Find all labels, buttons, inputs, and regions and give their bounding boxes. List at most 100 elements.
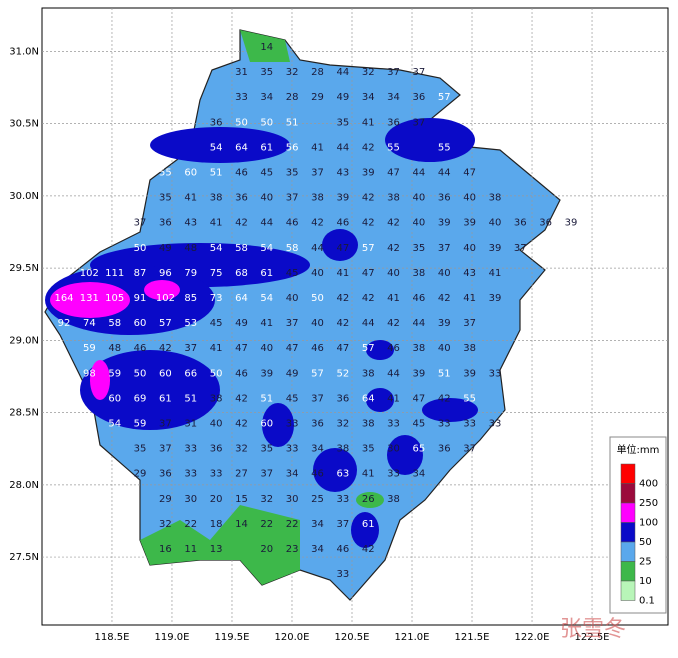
legend-label: 100 [639, 518, 658, 529]
station-value: 43 [463, 268, 476, 279]
station-value: 37 [463, 318, 476, 329]
station-value: 36 [210, 444, 223, 455]
station-value: 43 [336, 168, 349, 179]
station-value: 37 [260, 469, 273, 480]
station-value: 37 [387, 67, 400, 78]
station-value: 79 [184, 268, 197, 279]
y-tick-label: 27.5N [9, 552, 39, 563]
y-tick-label: 29.5N [9, 263, 39, 274]
station-value: 41 [387, 293, 400, 304]
station-value: 28 [311, 67, 324, 78]
station-value: 14 [235, 519, 248, 530]
station-value: 40 [438, 268, 451, 279]
station-value: 102 [156, 293, 175, 304]
station-value: 59 [134, 419, 147, 430]
station-value: 44 [311, 243, 324, 254]
legend-label: 0.1 [639, 596, 655, 607]
station-value: 111 [105, 268, 124, 279]
station-value: 47 [336, 243, 349, 254]
station-value: 42 [387, 243, 400, 254]
station-value: 45 [210, 318, 223, 329]
station-value: 39 [565, 218, 578, 229]
station-value: 32 [159, 519, 172, 530]
station-value: 43 [184, 218, 197, 229]
station-value: 37 [286, 318, 299, 329]
watermark: 张雪冬 [560, 617, 626, 642]
station-value: 54 [260, 243, 273, 254]
station-value: 50 [210, 368, 223, 379]
station-value: 85 [184, 293, 197, 304]
station-value: 11 [184, 544, 197, 555]
station-value: 42 [387, 318, 400, 329]
station-value: 55 [438, 142, 451, 153]
station-value: 47 [336, 343, 349, 354]
station-value: 38 [387, 193, 400, 204]
station-value: 32 [235, 444, 248, 455]
station-value: 41 [362, 469, 375, 480]
station-value: 42 [336, 318, 349, 329]
station-value: 37 [438, 243, 451, 254]
station-value: 66 [184, 368, 197, 379]
station-value: 68 [235, 268, 248, 279]
station-value: 42 [362, 142, 375, 153]
station-value: 32 [362, 67, 375, 78]
station-value: 15 [235, 494, 248, 505]
station-value: 37 [413, 67, 426, 78]
station-value: 39 [336, 193, 349, 204]
station-value: 37 [159, 444, 172, 455]
station-value: 36 [413, 92, 426, 103]
station-value: 42 [387, 218, 400, 229]
station-value: 64 [235, 142, 248, 153]
station-value: 32 [286, 67, 299, 78]
station-value: 44 [413, 168, 426, 179]
station-value: 39 [438, 218, 451, 229]
station-value: 35 [159, 193, 172, 204]
station-value: 35 [260, 444, 273, 455]
station-value: 37 [184, 343, 197, 354]
station-value: 36 [159, 469, 172, 480]
station-value: 37 [311, 393, 324, 404]
station-value: 40 [387, 268, 400, 279]
legend-swatch [620, 463, 636, 484]
station-value: 38 [463, 343, 476, 354]
station-value: 33 [184, 444, 197, 455]
station-value: 37 [134, 218, 147, 229]
station-value: 35 [362, 444, 375, 455]
station-value: 57 [362, 243, 375, 254]
station-value: 31 [184, 419, 197, 430]
station-value: 63 [336, 469, 349, 480]
station-value: 50 [260, 117, 273, 128]
station-value: 96 [159, 268, 172, 279]
legend-swatch [620, 561, 636, 582]
station-value: 40 [438, 343, 451, 354]
station-value: 64 [235, 293, 248, 304]
x-tick-label: 121.0E [395, 632, 430, 643]
station-value: 75 [210, 268, 223, 279]
station-value: 54 [210, 142, 223, 153]
station-value: 39 [489, 293, 502, 304]
station-value: 39 [260, 368, 273, 379]
station-value: 55 [159, 168, 172, 179]
y-tick-label: 29.0N [9, 335, 39, 346]
station-value: 22 [260, 519, 273, 530]
station-value: 52 [336, 368, 349, 379]
station-value: 14 [260, 42, 273, 53]
station-value: 40 [413, 218, 426, 229]
station-value: 37 [159, 419, 172, 430]
station-value: 37 [413, 117, 426, 128]
station-value: 34 [413, 469, 426, 480]
station-value: 46 [311, 469, 324, 480]
station-value: 34 [311, 519, 324, 530]
station-value: 48 [108, 343, 121, 354]
y-tick-label: 30.0N [9, 191, 39, 202]
station-value: 32 [260, 494, 273, 505]
station-value: 58 [108, 318, 121, 329]
legend-swatch [620, 502, 636, 523]
station-value: 42 [438, 393, 451, 404]
station-value: 42 [311, 218, 324, 229]
station-value: 32 [336, 419, 349, 430]
station-value: 73 [210, 293, 223, 304]
station-value: 46 [235, 168, 248, 179]
station-value: 44 [336, 142, 349, 153]
x-tick-label: 122.5E [575, 632, 610, 643]
